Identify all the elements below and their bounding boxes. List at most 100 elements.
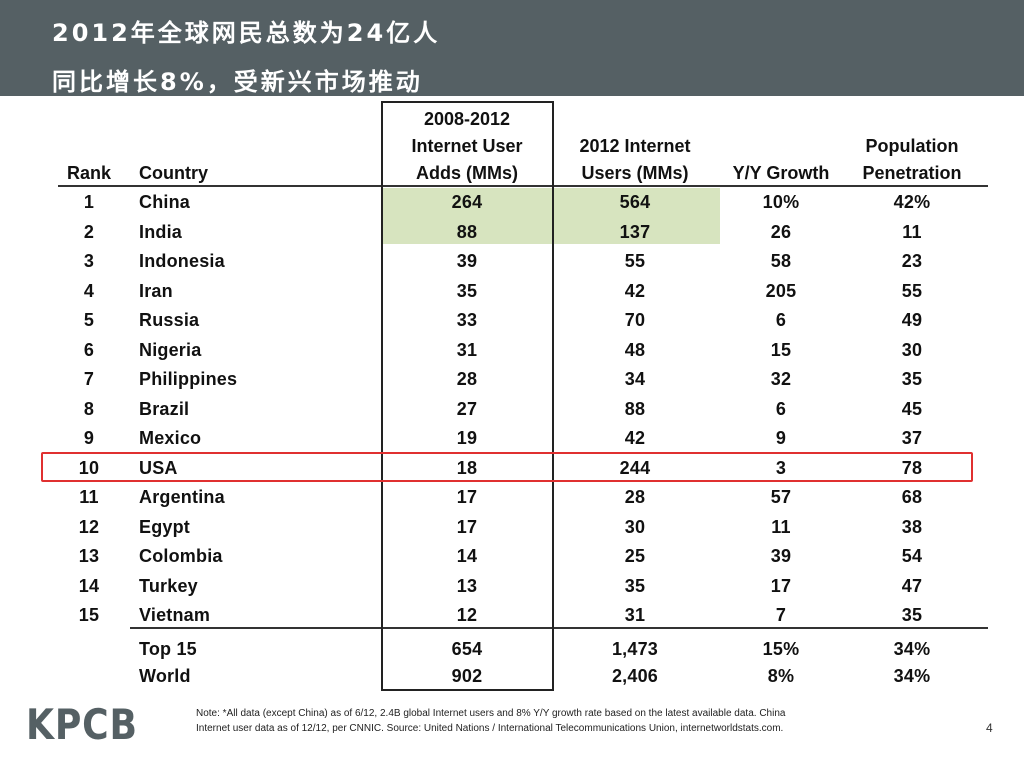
penetration-cell: 47 bbox=[901, 576, 923, 596]
country-cell: Egypt bbox=[139, 517, 191, 537]
adds-cell: 33 bbox=[456, 310, 478, 330]
users-cell: 48 bbox=[624, 340, 646, 360]
header-adds-1: 2008-2012 bbox=[423, 109, 511, 129]
users-cell: 42 bbox=[624, 281, 646, 301]
adds-cell: 17 bbox=[456, 517, 478, 537]
header-penetration-2: Penetration bbox=[862, 163, 962, 183]
growth-cell: 57 bbox=[770, 487, 792, 507]
rank-cell: 3 bbox=[83, 251, 95, 271]
country-cell: Argentina bbox=[139, 487, 225, 507]
growth-cell: 7 bbox=[775, 605, 787, 625]
users-cell: 34 bbox=[624, 369, 646, 389]
penetration-cell: 54 bbox=[901, 546, 923, 566]
adds-cell: 13 bbox=[456, 576, 478, 596]
users-cell: 30 bbox=[624, 517, 646, 537]
adds-cell: 19 bbox=[456, 428, 478, 448]
rank-cell: 6 bbox=[83, 340, 95, 360]
growth-cell: 6 bbox=[775, 399, 787, 419]
totals-rule bbox=[130, 627, 988, 629]
penetration-cell: 35 bbox=[901, 605, 923, 625]
totals-adds-cell: 654 bbox=[451, 639, 483, 659]
rank-cell: 13 bbox=[78, 546, 100, 566]
penetration-cell: 11 bbox=[902, 222, 922, 242]
totals-adds-cell: 902 bbox=[451, 666, 483, 686]
rank-cell: 9 bbox=[83, 428, 95, 448]
adds-cell: 18 bbox=[456, 458, 478, 478]
adds-cell: 264 bbox=[451, 192, 483, 212]
totals-growth-cell: 8% bbox=[767, 666, 795, 686]
country-cell: China bbox=[139, 192, 191, 212]
country-cell: Brazil bbox=[139, 399, 190, 419]
growth-cell: 15 bbox=[770, 340, 792, 360]
header-country: Country bbox=[139, 163, 208, 183]
totals-label-cell: World bbox=[139, 666, 191, 686]
totals-growth-cell: 15% bbox=[762, 639, 800, 659]
rank-cell: 8 bbox=[83, 399, 95, 419]
highlight-adds bbox=[382, 188, 552, 244]
usa-row-highlight bbox=[41, 452, 973, 482]
users-cell: 88 bbox=[624, 399, 646, 419]
users-cell: 28 bbox=[624, 487, 646, 507]
rank-cell: 4 bbox=[83, 281, 95, 301]
rank-cell: 5 bbox=[83, 310, 95, 330]
kpcb-logo: KPCB bbox=[26, 700, 138, 749]
growth-cell: 26 bbox=[770, 222, 792, 242]
country-cell: Turkey bbox=[139, 576, 198, 596]
totals-users-cell: 1,473 bbox=[611, 639, 659, 659]
adds-cell: 28 bbox=[456, 369, 478, 389]
adds-cell: 12 bbox=[456, 605, 478, 625]
country-cell: Colombia bbox=[139, 546, 223, 566]
footnote: Note: *All data (except China) as of 6/1… bbox=[196, 706, 966, 736]
users-cell: 55 bbox=[624, 251, 646, 271]
rank-cell: 10 bbox=[78, 458, 100, 478]
rank-cell: 11 bbox=[79, 487, 99, 507]
users-cell: 35 bbox=[624, 576, 646, 596]
penetration-cell: 45 bbox=[901, 399, 923, 419]
header-penetration-1: Population bbox=[865, 136, 959, 156]
header-adds-2: Internet User bbox=[411, 136, 523, 156]
users-cell: 70 bbox=[624, 310, 646, 330]
totals-penetration-cell: 34% bbox=[893, 666, 931, 686]
country-cell: Philippines bbox=[139, 369, 238, 389]
growth-cell: 58 bbox=[770, 251, 792, 271]
adds-column-outline bbox=[381, 101, 554, 691]
growth-cell: 11 bbox=[771, 517, 791, 537]
country-cell: USA bbox=[139, 458, 178, 478]
penetration-cell: 42% bbox=[893, 192, 931, 212]
rank-cell: 12 bbox=[78, 517, 100, 537]
rank-cell: 2 bbox=[83, 222, 95, 242]
growth-cell: 9 bbox=[775, 428, 787, 448]
growth-cell: 3 bbox=[775, 458, 787, 478]
footnote-line-1: Note: *All data (except China) as of 6/1… bbox=[196, 708, 786, 719]
header-rank: Rank bbox=[66, 163, 111, 183]
adds-cell: 35 bbox=[456, 281, 478, 301]
header-adds-3: Adds (MMs) bbox=[416, 163, 518, 183]
header-growth: Y/Y Growth bbox=[732, 163, 830, 183]
growth-cell: 32 bbox=[770, 369, 792, 389]
users-cell: 25 bbox=[624, 546, 646, 566]
penetration-cell: 78 bbox=[901, 458, 923, 478]
adds-cell: 27 bbox=[456, 399, 478, 419]
adds-cell: 39 bbox=[456, 251, 478, 271]
country-cell: Russia bbox=[139, 310, 200, 330]
growth-cell: 6 bbox=[775, 310, 787, 330]
header-rule bbox=[58, 185, 988, 187]
country-cell: Nigeria bbox=[139, 340, 202, 360]
country-cell: India bbox=[139, 222, 183, 242]
rank-cell: 15 bbox=[78, 605, 100, 625]
penetration-cell: 37 bbox=[901, 428, 923, 448]
users-cell: 244 bbox=[619, 458, 651, 478]
growth-cell: 39 bbox=[770, 546, 792, 566]
header-users-2: Users (MMs) bbox=[581, 163, 689, 183]
header-users-1: 2012 Internet bbox=[579, 136, 691, 156]
highlight-users bbox=[552, 188, 720, 244]
title-banner: 2012年全球网民总数为24亿人 同比增长8%，受新兴市场推动 bbox=[0, 0, 1024, 96]
rank-cell: 7 bbox=[83, 369, 95, 389]
adds-cell: 17 bbox=[456, 487, 478, 507]
growth-cell: 205 bbox=[765, 281, 797, 301]
users-cell: 42 bbox=[624, 428, 646, 448]
rank-cell: 14 bbox=[78, 576, 100, 596]
country-cell: Iran bbox=[139, 281, 173, 301]
adds-cell: 14 bbox=[456, 546, 478, 566]
totals-label-cell: Top 15 bbox=[139, 639, 197, 659]
